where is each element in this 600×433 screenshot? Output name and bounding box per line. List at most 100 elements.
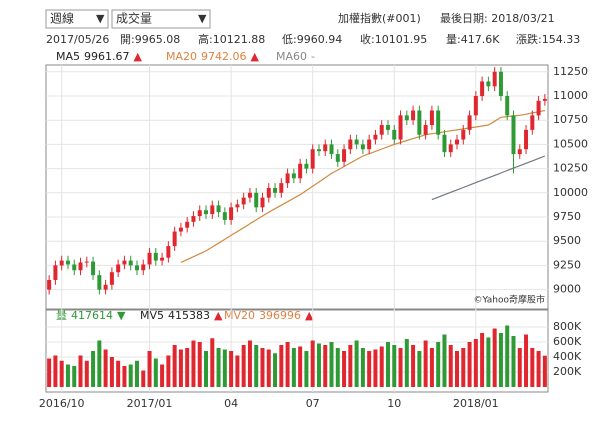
indicator-select-text: 成交量 [116, 11, 152, 26]
volume-bar [423, 340, 428, 387]
legend-entry: MA5 9961.67 ▲ [56, 50, 143, 63]
volume-bar [524, 334, 529, 387]
volume-bar [304, 351, 309, 387]
candle-body [147, 252, 152, 265]
candle-body [128, 260, 133, 266]
candle-body [204, 210, 209, 215]
volume-bar [542, 355, 547, 387]
volume-bar [191, 340, 196, 387]
volume-bar [316, 343, 321, 387]
info-item: 低:9960.94 [282, 33, 342, 46]
volume-panel [45, 309, 549, 393]
y-tick-label: 800K [553, 320, 582, 333]
candle-body [486, 81, 491, 87]
indicator-select[interactable] [111, 9, 211, 29]
candle-body [241, 197, 246, 205]
volume-bar [536, 351, 541, 387]
candle-body [304, 163, 309, 169]
candle-body [417, 110, 422, 135]
volume-bar [241, 345, 246, 387]
candle-body [285, 173, 290, 184]
legend-entry: MV20 396996 ▲ [224, 309, 314, 322]
period-select[interactable] [45, 9, 109, 29]
x-tick-label: 2018/01 [453, 397, 499, 410]
volume-bar [455, 351, 460, 387]
candle-body [235, 204, 240, 208]
ma-line [180, 109, 546, 264]
volume-bar [172, 345, 177, 387]
candle-body [448, 144, 453, 153]
legend-entry: MA20 9742.06 ▲ [166, 50, 260, 63]
volume-bar [291, 348, 296, 387]
y-tick-label: 11000 [553, 89, 588, 102]
y-tick-label: 9250 [553, 258, 581, 271]
volume-bar [367, 351, 372, 387]
info-item: 高:10121.88 [198, 32, 265, 46]
volume-bar [285, 342, 290, 387]
candle-body [260, 197, 265, 208]
candle-body [116, 264, 121, 273]
candle-body [517, 149, 522, 155]
x-tick-label: 04 [224, 397, 238, 410]
x-tick-label: 2016/10 [39, 397, 85, 410]
period-select-text: 週線 [50, 11, 74, 26]
volume-bar [178, 349, 183, 387]
candle-body [316, 149, 321, 152]
volume-bar [216, 348, 221, 387]
candle-body [455, 139, 460, 145]
candle-body [342, 149, 347, 162]
volume-bar [492, 328, 497, 387]
volume-bar [185, 348, 190, 387]
candle-body [97, 275, 102, 290]
volume-bar [436, 342, 441, 387]
candle-body [542, 98, 547, 101]
candle-body [109, 272, 114, 285]
candle-body [210, 205, 215, 215]
candle-body [442, 134, 447, 153]
candle-body [229, 207, 234, 220]
volume-bar [480, 333, 485, 387]
candle-body [398, 115, 403, 140]
volume-bar [398, 348, 403, 387]
candle-body [323, 144, 328, 152]
volume-bar [72, 366, 77, 387]
legend-entry: 量417614▼ [56, 309, 126, 322]
candle-body [385, 125, 390, 130]
candle-body [310, 149, 315, 169]
volume-bar [78, 355, 83, 387]
volume-bar [116, 360, 121, 387]
volume-bar [385, 342, 390, 387]
volume-bar [65, 364, 70, 387]
candle-body [141, 264, 146, 271]
volume-bar [392, 345, 397, 387]
volume-bar [166, 355, 171, 387]
volume-bar [84, 360, 89, 387]
legend-value: 396996 [259, 309, 301, 322]
candle-body [392, 129, 397, 140]
volume-bar [310, 340, 315, 387]
legend-value: 9961.67 [84, 50, 130, 63]
legend-name: MA20 [166, 50, 197, 63]
volume-bar [498, 333, 503, 387]
candle-body [461, 129, 466, 140]
candle-body [492, 71, 497, 87]
candle-body [72, 264, 77, 271]
legend-value: 9742.06 [201, 50, 247, 63]
volume-bar [461, 348, 466, 387]
volume-bar [329, 342, 334, 387]
volume-bar [279, 345, 284, 387]
volume-bar [47, 358, 52, 387]
volume-bar [379, 346, 384, 387]
price-panel [45, 64, 549, 310]
candle-body [103, 284, 108, 290]
y-tick-label: 200K [553, 365, 582, 378]
legend-arrow: ▼ [117, 309, 126, 322]
volume-bar [229, 351, 234, 387]
candle-body [53, 265, 58, 280]
candle-body [480, 81, 485, 96]
candle-body [360, 144, 365, 150]
candle-body [178, 227, 183, 232]
legend-name: MV20 [224, 309, 255, 322]
volume-bar [354, 340, 359, 387]
volume-bar [210, 338, 215, 387]
